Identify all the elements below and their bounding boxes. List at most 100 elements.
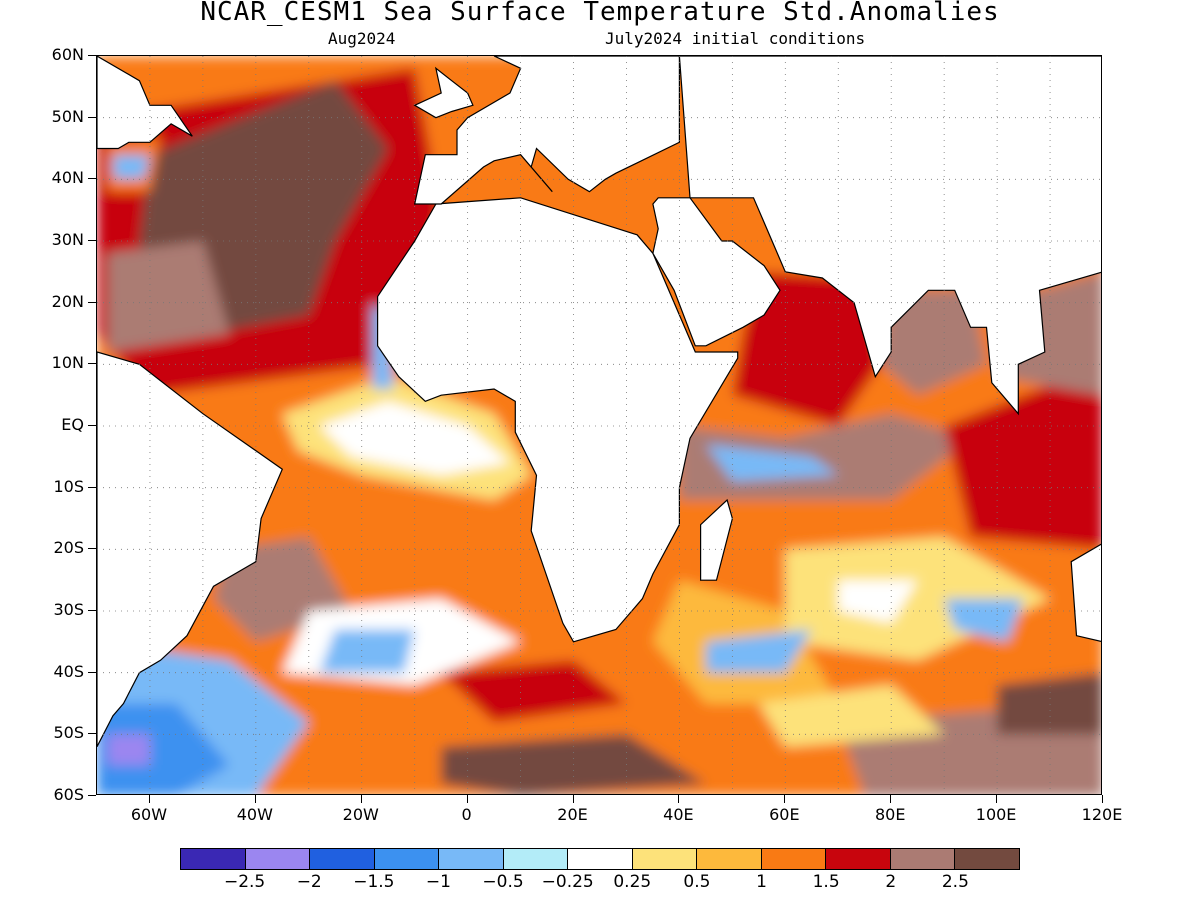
anomaly-arabian-sea	[732, 271, 881, 426]
anomaly-bay-bengal	[880, 290, 987, 396]
colorbar-level-label: 1.5	[812, 872, 840, 892]
lon-tick-label: 60E	[769, 805, 800, 824]
lat-tick	[88, 548, 96, 550]
europe-landmass	[413, 56, 680, 205]
lon-tick	[678, 795, 680, 803]
lon-tick	[360, 795, 362, 803]
colorbar-swatch	[761, 849, 827, 869]
colorbar-level-label: −1.5	[353, 872, 395, 892]
colorbar-level-label: 1	[756, 872, 767, 892]
anomaly-sw-blue	[97, 703, 230, 794]
colorbar-swatch	[890, 849, 956, 869]
colorbar-level-label: −0.25	[541, 872, 594, 892]
lon-tick	[572, 795, 574, 803]
south-america-landmass	[97, 351, 284, 747]
colorbar-level-label: 2.5	[941, 872, 969, 892]
british-isles-landmass	[413, 66, 474, 119]
colorbar-level-label: −2	[296, 872, 322, 892]
lat-tick	[88, 671, 96, 673]
colorbar-swatch	[697, 849, 762, 869]
map-canvas	[96, 55, 1102, 795]
lat-tick-label: 20S	[53, 538, 84, 558]
lat-tick	[88, 178, 96, 180]
lat-tick-label: 30S	[53, 600, 84, 619]
lat-tick	[88, 55, 96, 56]
lat-tick-label: 40N	[51, 168, 84, 188]
init-conditions-label: July2024 initial conditions	[605, 29, 866, 48]
arabia-landmass	[652, 197, 781, 347]
lon-tick-label: 100E	[975, 805, 1017, 824]
anomaly-sio-cool2	[705, 629, 812, 673]
lat-tick-label: 50S	[53, 723, 84, 743]
anomaly-eq-white	[319, 401, 510, 476]
anomaly-sio-white	[838, 580, 918, 624]
lon-tick-label: 40E	[663, 805, 694, 824]
lon-tick-label: 60W	[130, 805, 168, 824]
lon-tick-label: 20W	[342, 805, 379, 824]
anomaly-map	[97, 56, 1101, 794]
lat-tick-label: 30N	[51, 230, 84, 249]
lon-tick	[890, 795, 892, 803]
colorbar-swatch	[439, 849, 504, 869]
lat-tick	[88, 486, 96, 488]
colorbar	[180, 848, 1020, 870]
lon-tick-label: 120E	[1081, 805, 1123, 824]
anomaly-satl-cool	[319, 629, 415, 673]
lat-tick-label: 50N	[51, 106, 84, 126]
lat-tick-label: 10S	[53, 476, 84, 496]
lat-tick-label: EQ	[61, 415, 84, 434]
anomaly-sio-pale2	[758, 685, 945, 747]
colorbar-level-label: −1	[425, 872, 451, 892]
lat-tick-label: 60N	[51, 45, 84, 64]
colorbar-swatch	[374, 849, 440, 869]
lat-tick	[88, 733, 96, 735]
australia-landmass	[1070, 543, 1101, 642]
colorbar-swatch	[503, 849, 569, 869]
lon-tick	[254, 795, 256, 803]
lat-tick	[88, 425, 96, 426]
lon-tick	[148, 795, 150, 803]
map-title: NCAR_CESM1 Sea Surface Temperature Std.A…	[200, 0, 1000, 27]
colorbar-swatch	[181, 849, 246, 869]
valid-month-label: Aug2024	[328, 29, 396, 48]
colorbar-level-label: −2.5	[223, 872, 266, 892]
colorbar-level-label: 0.5	[683, 872, 711, 892]
north-america-landmass	[97, 56, 193, 150]
lon-tick-label: 40W	[236, 805, 273, 824]
anomaly-caribbean	[107, 241, 230, 352]
lat-tick-label: 20N	[51, 291, 84, 311]
lon-tick	[996, 795, 998, 803]
colorbar-swatch	[632, 849, 698, 869]
lat-tick	[88, 363, 96, 365]
lat-tick-label: 40S	[53, 661, 84, 681]
lon-tick-label: 20E	[557, 805, 588, 824]
colorbar-swatch	[568, 849, 633, 869]
colorbar-swatch	[310, 849, 375, 869]
anomaly-sio-cool	[944, 598, 1024, 642]
colorbar-level-label: 0.25	[613, 872, 652, 892]
lat-tick	[88, 116, 96, 118]
lon-tick	[784, 795, 786, 803]
lon-tick-label: 80E	[874, 805, 906, 824]
lon-tick	[1102, 795, 1103, 803]
lat-tick-label: 60S	[53, 785, 84, 804]
colorbar-level-label: −0.5	[482, 872, 524, 892]
lat-tick	[88, 240, 96, 241]
colorbar-swatch	[955, 849, 1019, 869]
lon-tick	[466, 795, 468, 803]
colorbar-level-label: 2	[885, 872, 897, 892]
colorbar-swatch	[245, 849, 311, 869]
anomaly-eio-red	[944, 365, 1101, 550]
anomaly-io-cool	[705, 444, 839, 482]
lat-tick	[88, 795, 96, 796]
anomaly-sw-purple	[107, 734, 150, 766]
lat-tick	[88, 301, 96, 303]
colorbar-swatch	[826, 849, 891, 869]
anomaly-so-brown3	[997, 672, 1101, 735]
lon-tick-label: 0	[461, 805, 472, 824]
madagascar-landmass	[700, 498, 734, 581]
anomaly-nw-cool	[112, 154, 150, 180]
lat-tick-label: 10N	[51, 353, 84, 373]
asia-landmass	[678, 56, 1101, 416]
lat-tick	[88, 610, 96, 611]
